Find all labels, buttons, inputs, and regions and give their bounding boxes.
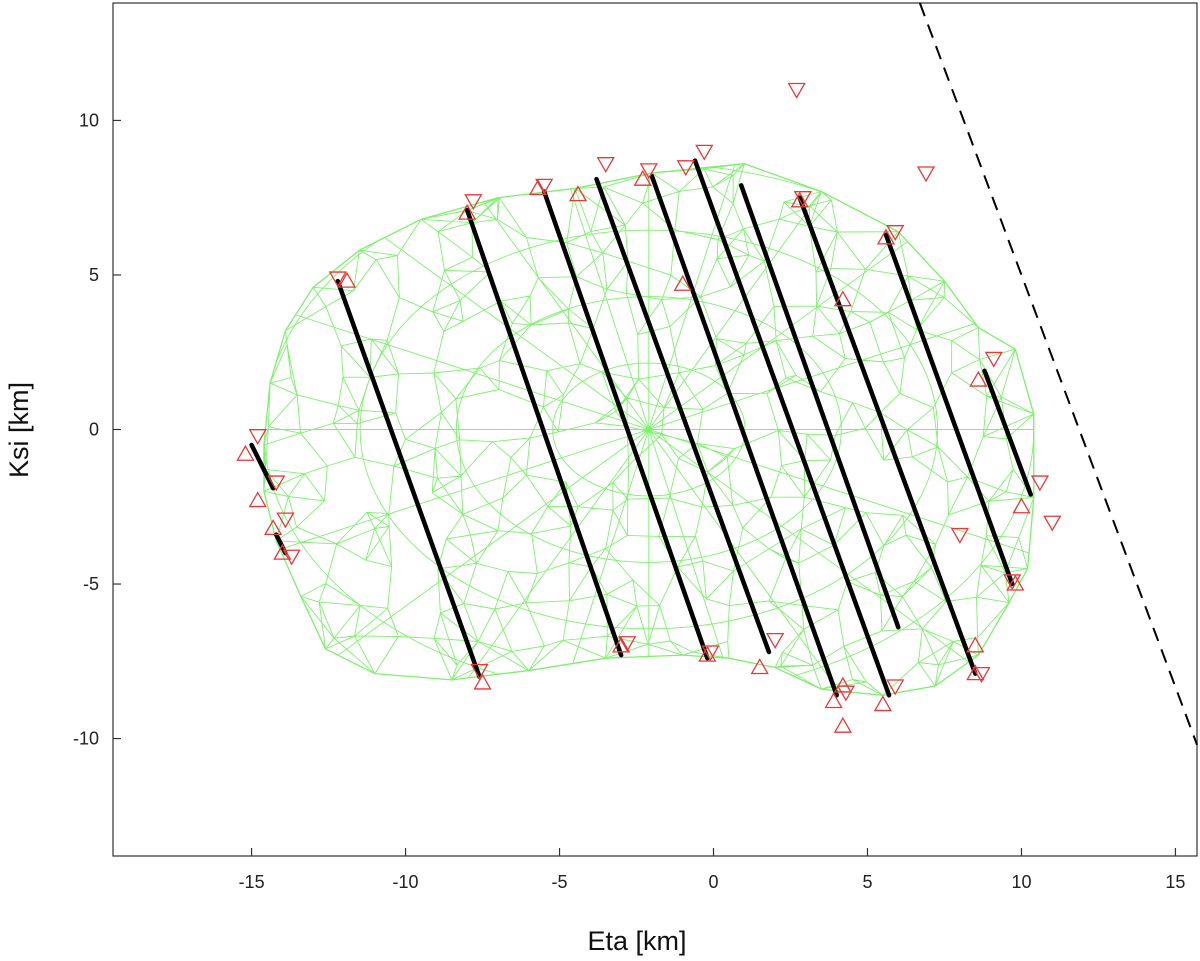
y-tick-label: -5	[83, 574, 99, 594]
y-tick-label: 5	[89, 265, 99, 285]
timing-marker-down	[1003, 574, 1022, 591]
timing-marker-up	[873, 695, 893, 712]
chord	[692, 158, 892, 698]
timing-marker-down	[596, 157, 615, 174]
timing-marker-down	[695, 144, 714, 161]
timing-marker-down	[972, 667, 991, 683]
timing-marker-up	[612, 636, 631, 653]
timing-marker-up	[273, 543, 292, 560]
timing-marker-down	[470, 663, 489, 680]
chord	[541, 189, 710, 661]
timing-marker-up	[264, 519, 283, 536]
limb-line-layer	[918, 2, 1198, 746]
chord	[883, 232, 1015, 587]
timing-marker-down	[282, 549, 301, 566]
chord	[594, 176, 772, 655]
timing-marker-down	[787, 82, 806, 99]
timing-marker-down	[267, 475, 286, 492]
shape-model-mesh	[263, 163, 1035, 696]
timing-marker-down	[950, 527, 969, 544]
timing-marker-up	[833, 676, 852, 693]
timing-marker-up	[673, 274, 692, 291]
chord	[335, 278, 482, 679]
timing-marker-down	[1030, 475, 1050, 492]
x-axis-label: Eta [km]	[587, 926, 686, 956]
timing-marker-down	[701, 645, 720, 662]
timing-marker-down	[1043, 515, 1062, 532]
x-tick-label: -5	[552, 872, 568, 892]
timing-marker-down	[535, 178, 554, 195]
y-axis-label: Ksi [km]	[4, 382, 34, 478]
chord	[797, 195, 978, 676]
timing-marker-down	[916, 166, 936, 183]
y-tick-label: 10	[79, 110, 99, 130]
y-axis-ticks: -10 -5 0 5 10	[73, 110, 121, 749]
timing-marker-down	[618, 636, 637, 653]
timing-marker-down	[793, 191, 812, 208]
y-tick-label: -10	[73, 729, 99, 749]
timing-marker-up	[750, 658, 769, 675]
timing-marker-up	[337, 271, 357, 288]
timing-marker-up	[966, 664, 985, 681]
timing-marker-down	[836, 685, 856, 702]
timing-marker-up	[966, 636, 985, 653]
x-tick-label: 15	[1165, 872, 1185, 892]
timing-marker-up	[248, 491, 267, 508]
limb-line	[918, 2, 1198, 746]
x-tick-label: -15	[239, 872, 265, 892]
timing-marker-up	[458, 203, 477, 220]
timing-marker-layer	[236, 82, 1062, 733]
timing-marker-down	[276, 512, 295, 529]
timing-marker-up	[1006, 574, 1025, 591]
x-tick-label: 10	[1011, 872, 1031, 892]
timing-marker-down	[886, 225, 905, 242]
chord-layer	[249, 158, 1033, 698]
chord	[982, 368, 1033, 497]
timing-marker-up	[568, 185, 588, 202]
timing-marker-down	[886, 679, 905, 696]
timing-marker-up	[1012, 497, 1031, 514]
timing-marker-up	[473, 673, 492, 690]
timing-marker-down	[984, 351, 1003, 368]
chord	[649, 173, 839, 698]
chord	[464, 207, 624, 658]
timing-marker-down	[639, 163, 658, 180]
timing-marker-up	[876, 228, 896, 245]
x-tick-label: 5	[862, 872, 872, 892]
chord	[249, 442, 276, 491]
timing-marker-up	[833, 716, 852, 733]
timing-marker-up	[824, 692, 843, 709]
chord	[738, 183, 901, 630]
timing-marker-up	[633, 169, 652, 186]
timing-marker-up	[969, 370, 988, 387]
x-tick-label: 0	[709, 872, 719, 892]
x-tick-label: -10	[393, 872, 419, 892]
timing-marker-up	[236, 444, 255, 461]
timing-marker-down	[676, 160, 695, 177]
timing-marker-up	[833, 290, 852, 307]
timing-marker-down	[464, 194, 483, 211]
timing-marker-down	[248, 429, 267, 445]
timing-marker-up	[790, 191, 809, 208]
x-axis-ticks: -15 -10 -5 0 5 10 15	[239, 848, 1185, 892]
y-tick-label: 0	[89, 420, 99, 440]
mesh-wireframe	[263, 163, 1034, 696]
timing-marker-up	[698, 645, 717, 662]
timing-marker-up	[528, 179, 548, 196]
timing-marker-down	[328, 271, 347, 288]
timing-marker-down	[765, 633, 785, 649]
